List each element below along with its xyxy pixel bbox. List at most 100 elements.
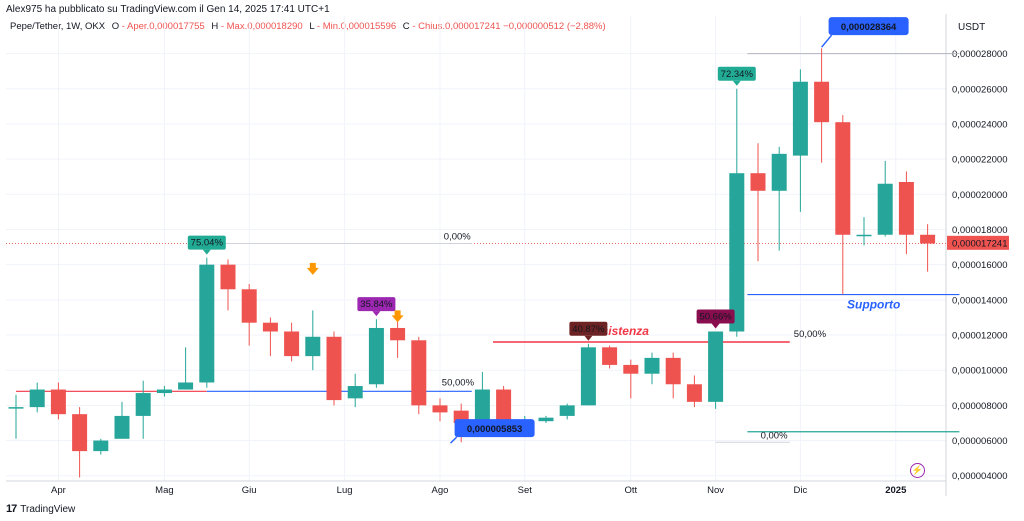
down-arrow-icon [306, 262, 319, 275]
y-tick-label: 0,000016000 [952, 260, 1007, 271]
candle-body [390, 327, 406, 341]
candle-body [305, 336, 321, 357]
y-tick-label: 0,000006000 [952, 436, 1007, 447]
x-tick-label: Ago [432, 485, 449, 496]
candle-body [114, 415, 130, 439]
pct-label-pointer [732, 80, 741, 86]
candle-body [496, 389, 512, 422]
pct-label-pointer [372, 311, 381, 317]
callout-box-low [454, 419, 535, 438]
candle-body [835, 122, 851, 235]
candle-body [729, 173, 745, 332]
last-price-tag-text: 0,000017241 [952, 238, 1007, 249]
candle-body [93, 440, 109, 452]
y-tick-label: 0,000014000 [952, 295, 1007, 306]
x-tick-label: Mag [155, 485, 173, 496]
candle-body [178, 382, 194, 390]
candle-body [368, 327, 384, 385]
pct-label-box [187, 235, 226, 250]
candle-body [623, 364, 639, 374]
y-tick-label: 0,000010000 [952, 366, 1007, 377]
tradingview-logo-icon[interactable]: 17 [6, 503, 17, 515]
y-tick-label: 0,000012000 [952, 331, 1007, 342]
pct-label-box [696, 309, 735, 324]
x-tick-label: Dic [794, 485, 808, 496]
down-arrow-icon [391, 310, 404, 323]
x-tick-label: Ott [624, 485, 637, 496]
candle-body [856, 234, 872, 237]
pct-label-text: 35.84% [360, 299, 393, 310]
x-tick-label: Apr [51, 485, 66, 496]
tradingview-brand[interactable]: TradingView [20, 503, 76, 515]
candle-body [262, 322, 278, 332]
candle-body [135, 393, 151, 416]
candle-body [814, 81, 830, 123]
pct-label-text: 72.34% [721, 69, 754, 80]
candle-body [284, 331, 300, 357]
symbol-name[interactable]: Pepe/Tether, 1W, OKX [10, 21, 106, 32]
low-value: - Min.0,000015596 [316, 21, 397, 32]
x-tick-label: Nov [707, 485, 724, 496]
y-tick-label: 0,000020000 [952, 190, 1007, 201]
y-tick-label: 0,000022000 [952, 155, 1007, 166]
pct-label-pointer [584, 335, 593, 341]
candle-body [538, 417, 554, 422]
y-tick-label: 0,000028000 [952, 49, 1007, 60]
x-tick-label: 2025 [885, 485, 907, 496]
callout-text-low: 0,000005853 [467, 424, 522, 435]
candle-body [920, 234, 936, 244]
candle-body [771, 153, 787, 191]
candle-body [347, 386, 363, 399]
x-tick-label: Giu [242, 485, 257, 496]
fib2-label-50: 50,00% [794, 329, 827, 340]
pct-label-text: 50.66% [699, 311, 732, 322]
y-tick-label: 0,000026000 [952, 84, 1007, 95]
fib-label-50: 50,00% [442, 377, 475, 388]
candle-body [750, 173, 766, 191]
candle-body [644, 357, 660, 374]
candle-body [8, 407, 24, 409]
footer: 17 TradingView [6, 503, 75, 515]
candle-body [708, 331, 724, 402]
low-label: L [309, 21, 315, 32]
candle-body [432, 405, 448, 413]
symbol-legend: Pepe/Tether, 1W, OKX O - Aper.0,00001775… [10, 21, 606, 32]
pct-label-box [357, 297, 396, 312]
y-tick-label: 0,000004000 [952, 471, 1007, 482]
candle-body [792, 81, 808, 156]
support-label: Supporto [847, 298, 900, 312]
pct-label-text: 75.04% [191, 238, 224, 249]
candle-body [199, 264, 215, 383]
candle-body [559, 405, 575, 416]
y-tick-label: 0,000018000 [952, 225, 1007, 236]
candle-body [686, 384, 702, 402]
candle-body [72, 414, 88, 452]
candle-body [580, 347, 596, 406]
published-info: Alex975 ha pubblicato su TradingView.com… [6, 4, 330, 15]
x-tick-label: Lug [337, 485, 353, 496]
callout-box-high [828, 17, 909, 36]
fib2-label-0: 0,00% [761, 430, 788, 441]
fib-label-0: 0,00% [444, 232, 471, 243]
y-tick-label: 0,000008000 [952, 401, 1007, 412]
candle-body [156, 389, 172, 394]
candle-body [241, 289, 257, 323]
x-tick-label: Set [518, 485, 533, 496]
candle-body [50, 389, 66, 415]
pct-label-box [717, 66, 756, 81]
open-label: O [111, 21, 120, 32]
close-value: - Chius.0,000017241 [412, 21, 501, 32]
callout-text-high: 0,000028364 [841, 22, 897, 33]
candle-body [665, 357, 681, 385]
candle-body [29, 389, 45, 408]
lightning-icon[interactable]: ⚡ [910, 463, 925, 478]
high-label: H [211, 21, 219, 32]
high-value: - Max.0,000018290 [220, 21, 303, 32]
close-label: C [402, 21, 410, 32]
pct-label-pointer [711, 323, 720, 329]
candle-body [220, 264, 236, 290]
callout-line-high [821, 34, 833, 48]
last-price-tag [947, 235, 1009, 250]
pct-label-text: 40.87% [572, 324, 605, 335]
